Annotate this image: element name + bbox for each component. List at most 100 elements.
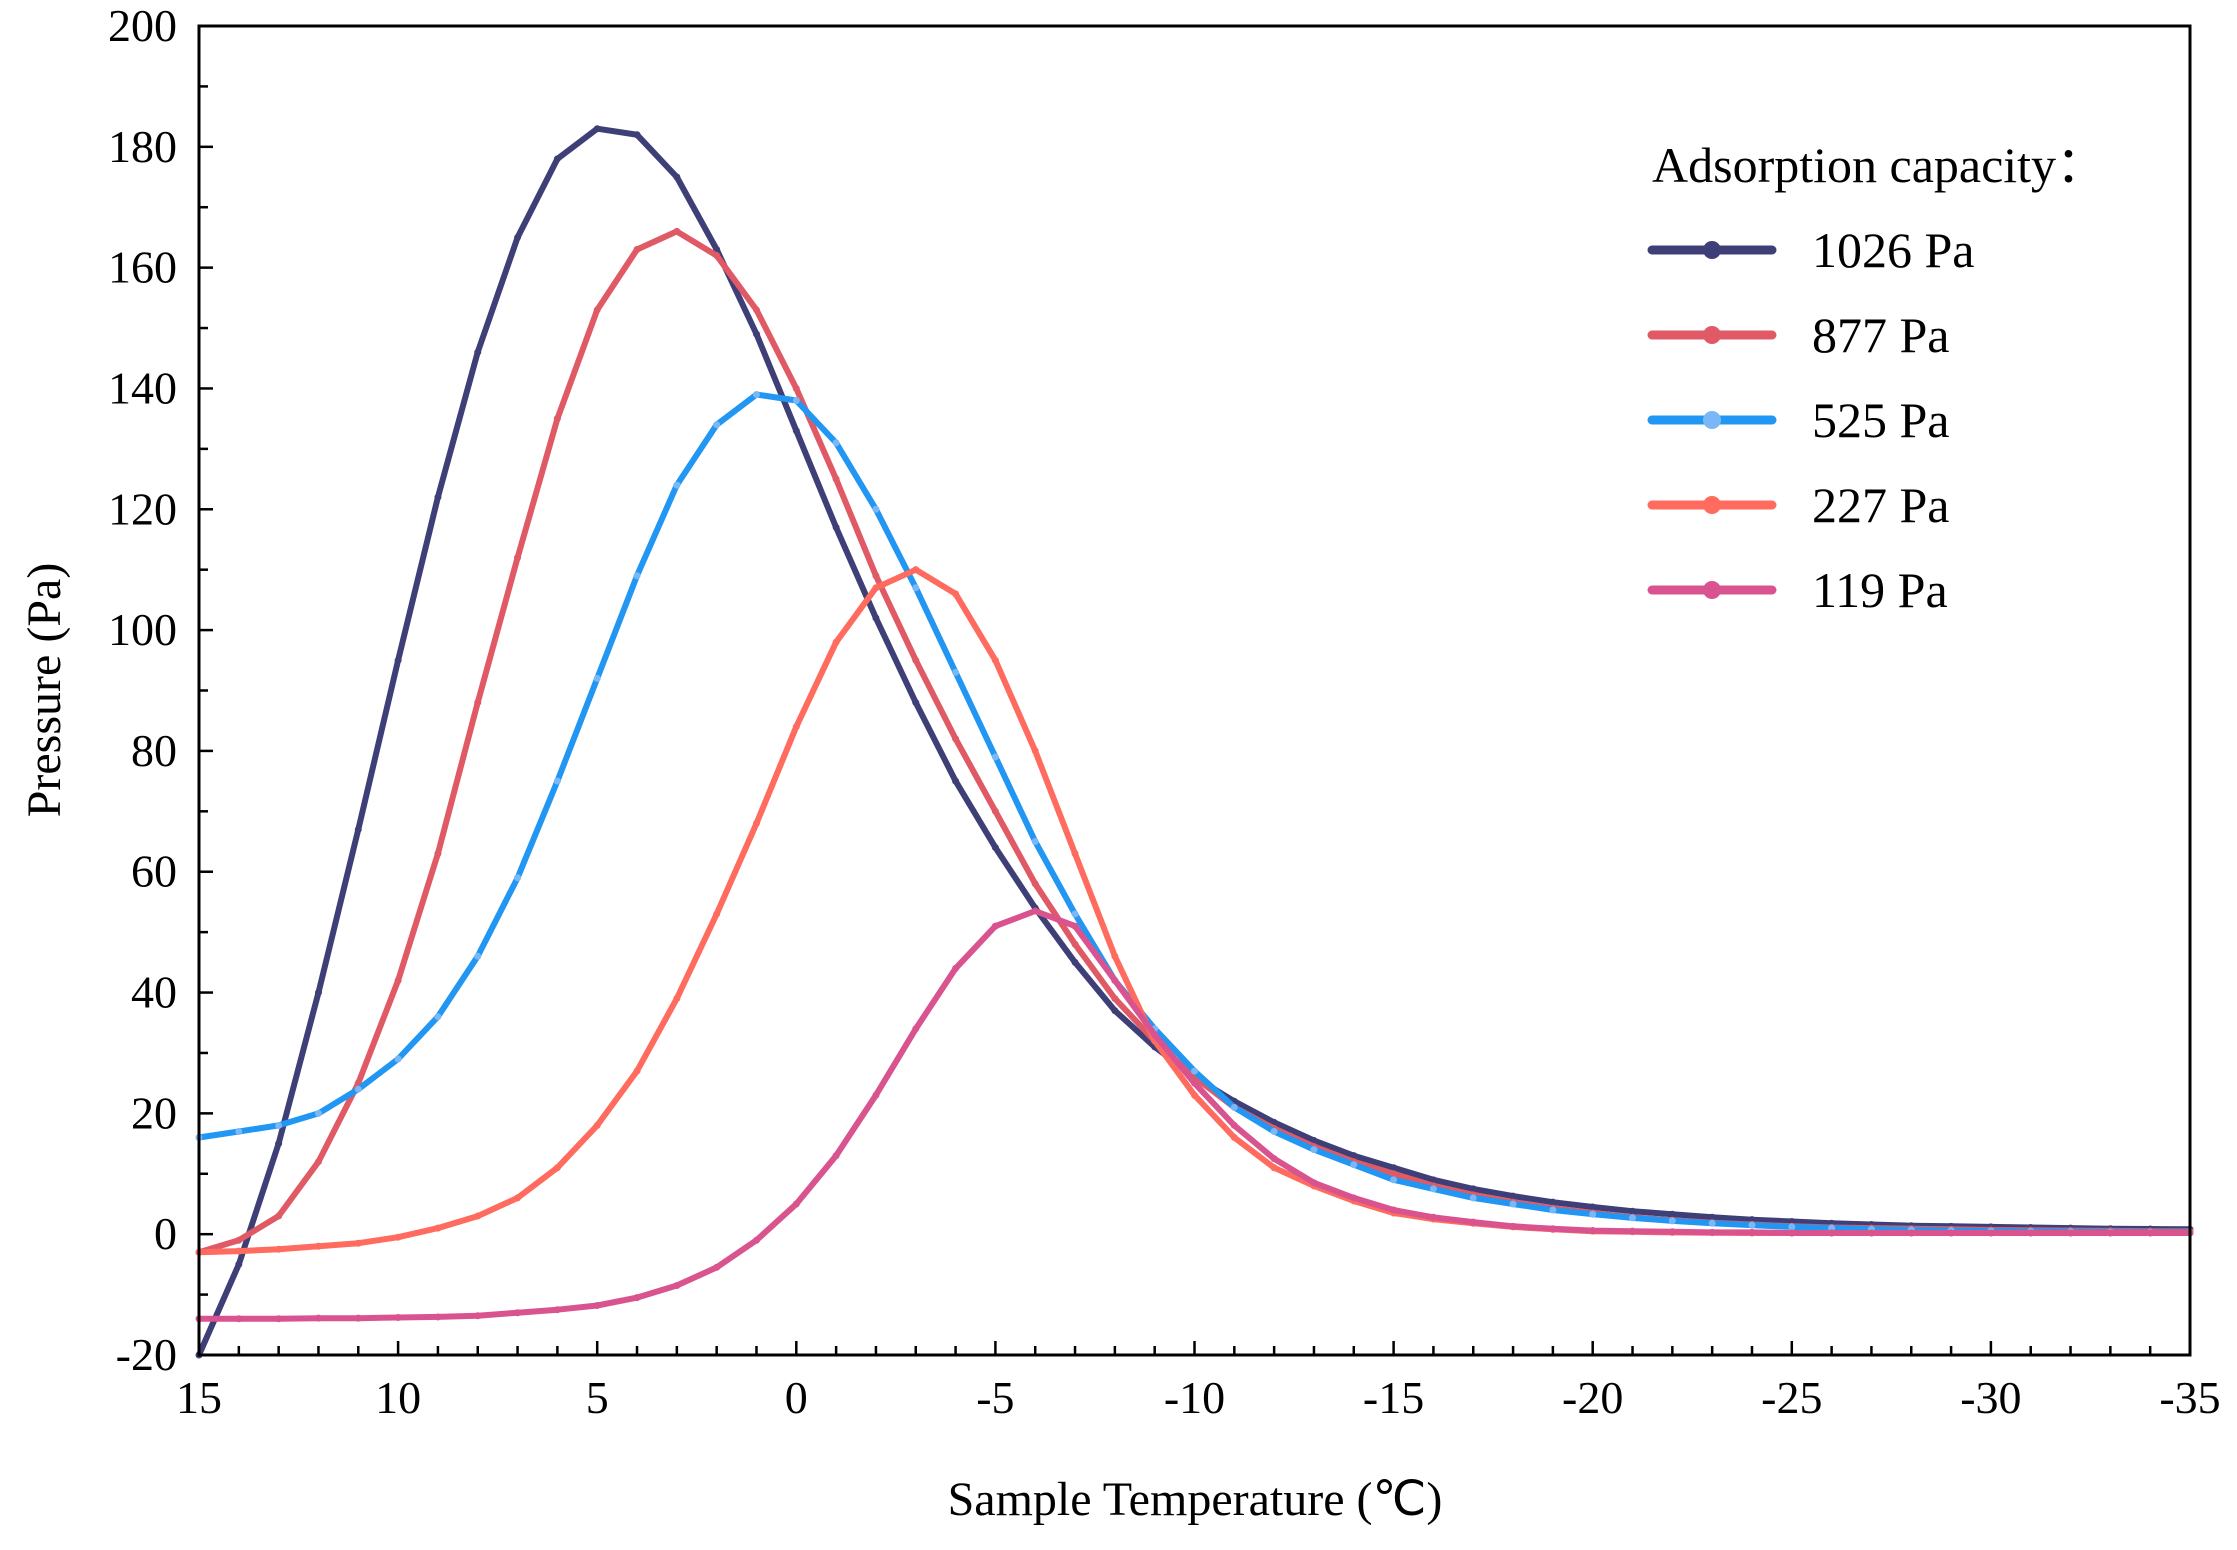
legend-item: 1026 Pa	[1647, 222, 1975, 278]
data-point	[275, 1315, 283, 1323]
data-point	[1549, 1198, 1557, 1206]
data-point	[275, 1245, 283, 1253]
data-point	[434, 1224, 442, 1232]
data-point	[1031, 747, 1039, 755]
data-point	[1310, 1146, 1318, 1154]
series-525-pa	[195, 390, 2194, 1236]
data-point	[792, 1200, 800, 1208]
series-119-pa	[195, 907, 2194, 1323]
series-group	[195, 125, 2194, 1359]
legend-label: 227 Pa	[1812, 477, 1950, 533]
data-point	[872, 1091, 880, 1099]
data-point	[1828, 1229, 1836, 1237]
data-point	[474, 699, 482, 707]
data-point	[1390, 1170, 1398, 1178]
data-point	[474, 348, 482, 356]
data-point	[1031, 838, 1039, 846]
legend-item: 119 Pa	[1647, 562, 1948, 618]
data-point	[354, 825, 362, 833]
legend-item: 525 Pa	[1647, 392, 1950, 448]
data-point	[912, 584, 920, 592]
data-point	[434, 1313, 442, 1321]
data-point	[235, 1315, 243, 1323]
data-point	[1350, 1194, 1358, 1202]
data-point	[275, 1140, 283, 1148]
data-point	[713, 252, 721, 260]
data-point	[1589, 1203, 1597, 1211]
data-point	[673, 1282, 681, 1290]
data-point	[235, 1127, 243, 1135]
data-point	[1748, 1228, 1756, 1236]
data-point	[354, 1314, 362, 1322]
data-point	[1270, 1164, 1278, 1172]
x-tick-label: -25	[1761, 1372, 1822, 1423]
data-point	[1111, 952, 1119, 960]
data-point	[673, 481, 681, 489]
x-axis-title: Sample Temperature (℃)	[948, 1473, 1443, 1526]
legend-label: 119 Pa	[1812, 562, 1948, 618]
series-877-pa	[195, 227, 2194, 1256]
y-tick-label: 0	[154, 1208, 177, 1259]
y-tick-label: 180	[108, 121, 177, 172]
data-point	[1230, 1103, 1238, 1111]
data-point	[1429, 1213, 1437, 1221]
data-point	[792, 723, 800, 731]
data-point	[752, 330, 760, 338]
data-point	[1748, 1221, 1756, 1229]
data-point	[1071, 958, 1079, 966]
data-point	[912, 656, 920, 664]
series-line	[196, 908, 2193, 1322]
data-point	[1270, 1118, 1278, 1126]
data-point	[713, 1263, 721, 1271]
data-point	[1350, 1161, 1358, 1169]
data-point	[474, 1312, 482, 1320]
data-point	[1270, 1127, 1278, 1135]
data-point	[1987, 1229, 1995, 1237]
x-tick-label: -10	[1164, 1372, 1225, 1423]
data-point	[1111, 995, 1119, 1003]
data-point	[1429, 1185, 1437, 1193]
data-point	[1469, 1194, 1477, 1202]
data-point	[1708, 1219, 1716, 1227]
data-point	[1390, 1176, 1398, 1184]
data-point	[1111, 1007, 1119, 1015]
x-tick-label: 10	[375, 1372, 421, 1423]
data-point	[633, 1294, 641, 1302]
data-point	[1191, 1091, 1198, 1099]
data-point	[673, 173, 681, 181]
y-tick-label: 160	[108, 242, 177, 293]
data-point	[832, 638, 840, 646]
data-point	[1589, 1210, 1597, 1218]
y-tick-label: 40	[131, 967, 177, 1018]
data-point	[832, 523, 840, 531]
data-point	[952, 668, 960, 676]
data-point	[991, 922, 999, 930]
data-point	[1549, 1206, 1557, 1214]
data-point	[553, 155, 561, 163]
x-tick-label: -5	[976, 1372, 1014, 1423]
data-point	[1031, 880, 1039, 888]
data-point	[792, 397, 800, 405]
data-point	[394, 1055, 402, 1063]
data-point	[1509, 1192, 1517, 1200]
data-point	[2067, 1229, 2075, 1237]
data-point	[514, 1309, 522, 1317]
data-point	[1788, 1223, 1796, 1231]
data-point	[1629, 1207, 1637, 1215]
data-point	[633, 246, 641, 254]
data-point	[872, 505, 880, 513]
data-point	[1390, 1206, 1398, 1214]
data-point	[1191, 1079, 1198, 1087]
data-point	[872, 584, 880, 592]
plot-frame	[197, 24, 2192, 1357]
data-point	[1310, 1137, 1318, 1145]
data-point	[275, 1212, 283, 1220]
data-point	[553, 777, 561, 785]
data-point	[792, 427, 800, 435]
y-tick-label: 120	[108, 483, 177, 534]
data-point	[275, 1121, 283, 1129]
data-point	[832, 475, 840, 483]
data-point	[1668, 1210, 1676, 1218]
data-point	[1668, 1217, 1676, 1225]
data-point	[2027, 1229, 2035, 1237]
